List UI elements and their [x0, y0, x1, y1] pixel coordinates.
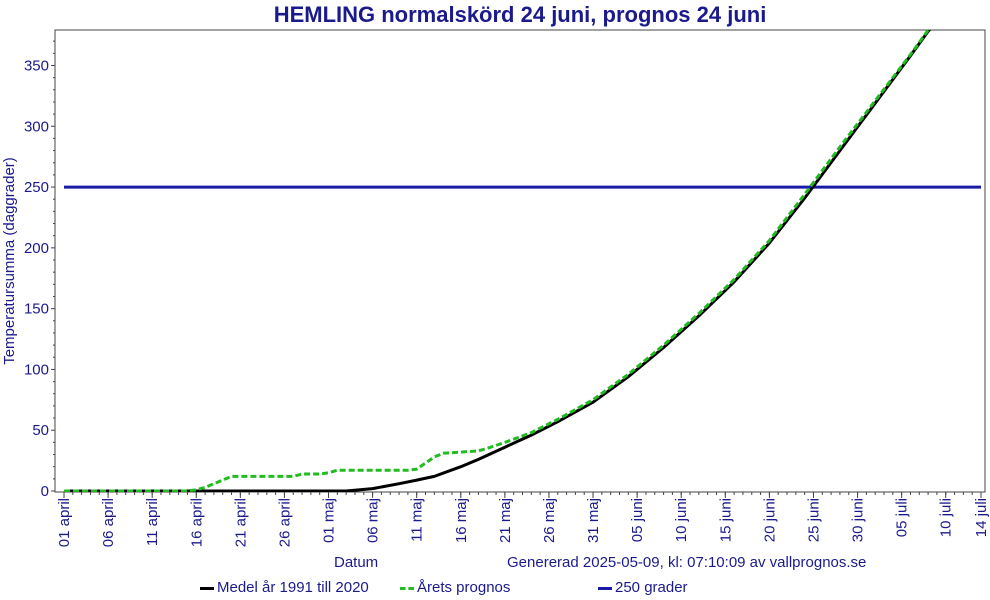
x-tick-label: 05 juli: [894, 498, 911, 537]
legend-item-250: 250 grader: [598, 579, 688, 596]
x-tick-label: 11 maj: [409, 498, 426, 542]
x-tick-label: 26 maj: [541, 498, 558, 543]
x-tick-label: 11 april: [144, 498, 161, 546]
legend-swatch-medel: [200, 586, 214, 590]
y-tick-label: 0: [41, 483, 49, 500]
x-tick-label: 21 maj: [497, 498, 514, 543]
x-tick-label: 26 april: [276, 498, 293, 547]
x-tick-label: 05 juni: [629, 498, 646, 542]
y-tick-label: 350: [24, 57, 49, 74]
legend-swatch-prognos: [400, 586, 414, 590]
x-tick-label: 01 april: [56, 498, 73, 547]
legend-label-prognos: Årets prognos: [417, 579, 511, 596]
legend-label-medel: Medel år 1991 till 2020: [217, 579, 369, 596]
x-tick-label: 20 juni: [761, 498, 778, 542]
x-tick-label: 21 april: [232, 498, 249, 547]
x-tick-label: 10 juni: [673, 498, 690, 542]
x-tick-label: 25 juni: [805, 498, 822, 542]
x-tick-label: 16 april: [188, 498, 205, 547]
y-tick-label: 100: [24, 361, 49, 378]
legend-swatch-250: [598, 586, 612, 590]
x-tick-label: 10 juli: [938, 498, 955, 537]
x-tick-label: 01 maj: [321, 498, 338, 543]
legend-item-prognos: Årets prognos: [400, 579, 510, 596]
series-line-prognos: [64, 30, 931, 492]
y-tick-label: 50: [32, 422, 49, 439]
x-tick-label: 14 juli: [973, 498, 990, 537]
y-tick-label: 250: [24, 179, 49, 196]
chart-title: HEMLING normalskörd 24 juni, prognos 24 …: [273, 2, 767, 27]
y-tick-label: 150: [24, 301, 49, 318]
series-line-medel: [64, 30, 932, 492]
x-axis-label: Datum: [334, 554, 379, 571]
plot-frame: [54, 29, 986, 493]
y-tick-label: 200: [24, 240, 49, 257]
generated-timestamp: Genererad 2025-05-09, kl: 07:10:09 av va…: [507, 554, 867, 571]
x-tick-label: 16 maj: [453, 498, 470, 543]
x-tick-label: 06 maj: [365, 498, 382, 543]
x-tick-label: 30 juni: [850, 498, 867, 542]
y-axis-label: Temperatursumma (daggrader): [1, 157, 18, 365]
x-tick-label: 06 april: [100, 498, 117, 547]
y-tick-label: 300: [24, 118, 49, 135]
x-tick-label: 15 juni: [717, 498, 734, 542]
x-tick-label: 31 maj: [585, 498, 602, 543]
legend-label-250: 250 grader: [615, 579, 688, 596]
legend-item-medel: Medel år 1991 till 2020: [200, 579, 369, 596]
